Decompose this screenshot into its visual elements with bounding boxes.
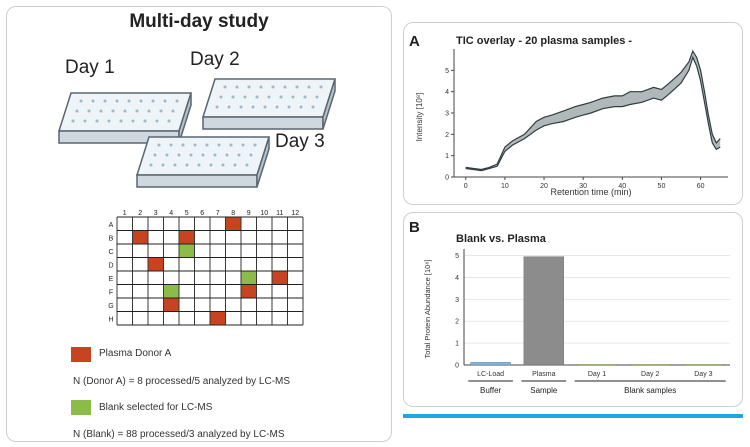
tic-y-tick-label: 2 (445, 132, 449, 139)
day-3-label: Day 3 (275, 131, 325, 152)
blank-legend-label: Blank selected for LC-MS (99, 402, 213, 413)
protein-y-tick-label: 3 (455, 297, 459, 304)
plasma-well (179, 231, 194, 244)
plasma-well (210, 312, 225, 325)
tic-chart: 0 10 20 30 40 50 60 0 1 2 3 4 5 Retention time (min… (415, 49, 728, 197)
tic-y-tick-label: 0 (445, 175, 449, 182)
tic-x-tick-label: 10 (501, 183, 509, 190)
group-label: Sample (530, 386, 558, 395)
blank-count-text: N (Blank) = 88 processed/3 analyzed by L… (73, 429, 285, 440)
panel-a: A TIC overlay - 20 plasma samples - 0 10 2… (403, 22, 743, 205)
grid-column-label: 1 (123, 210, 127, 217)
grid-row-label: B (109, 235, 114, 242)
grid-row-label: C (108, 249, 113, 256)
blank-well (241, 271, 256, 284)
group-label: Buffer (480, 386, 502, 395)
tic-x-tick-label: 30 (579, 183, 587, 190)
study-design-panel: Multi-day study Day 1 Day 2 Day 3 (6, 6, 392, 442)
tic-x-tick-label: 0 (464, 183, 468, 190)
panel-b: B Blank vs. Plasma 0 1 2 3 4 5 LC-Load Plasma D… (403, 212, 743, 407)
tic-y-axis-label: Intensity [10⁸] (415, 93, 424, 142)
protein-y-tick-label: 4 (455, 275, 459, 282)
tic-y-tick-label: 4 (445, 89, 449, 96)
blank-well (179, 244, 194, 257)
grid-column-label: 12 (291, 210, 299, 217)
abundance-bar (523, 256, 564, 366)
grid-column-label: 2 (138, 210, 142, 217)
blank-swatch (71, 400, 91, 415)
grid-row-label: E (109, 276, 114, 283)
group-label: Blank samples (624, 386, 676, 395)
protein-y-tick-label: 5 (455, 253, 459, 260)
blank-vs-plasma-title: Blank vs. Plasma (456, 233, 546, 245)
protein-category-label: Plasma (532, 371, 555, 378)
protein-abundance-chart: 0 1 2 3 4 5 LC-Load Plasma Day 1 Day 2 Day 3 Buff… (423, 249, 730, 395)
protein-category-label: Day 3 (694, 371, 712, 378)
tic-y-tick-label: 5 (445, 68, 449, 75)
tic-x-tick-label: 60 (697, 183, 705, 190)
plate-day-3 (129, 127, 279, 202)
plasma-well (164, 298, 179, 311)
plasma-legend-label: Plasma Donor A (99, 348, 172, 359)
abundance-bar (576, 364, 618, 366)
protein-category-label: Day 2 (641, 371, 659, 378)
grid-column-label: 4 (169, 210, 173, 217)
abundance-bar (470, 362, 511, 366)
plasma-well (133, 231, 148, 244)
tic-x-axis-label: Retention time (min) (550, 187, 631, 197)
protein-y-tick-label: 1 (455, 341, 459, 348)
day-2-label: Day 2 (190, 49, 240, 70)
tic-trace-band (465, 51, 721, 171)
abundance-bar (630, 364, 671, 366)
grid-column-label: 3 (154, 210, 158, 217)
protein-category-label: LC-Load (477, 371, 504, 378)
plate-day-2 (195, 69, 345, 144)
plasma-well (272, 271, 287, 284)
plate-layout-grid: 1 2 3 4 5 6 7 8 9 10 11 12 A B C D E F G H (107, 207, 317, 336)
grid-column-label: 7 (216, 210, 220, 217)
plasma-count-text: N (Donor A) = 8 processed/5 analyzed by … (73, 376, 291, 387)
panel-b-letter: B (409, 219, 420, 236)
blank-well (164, 285, 179, 298)
grid-row-label: D (108, 262, 113, 269)
plate-day-1 (51, 83, 201, 158)
tic-trace (465, 49, 721, 171)
grid-column-label: 6 (200, 210, 204, 217)
tic-x-tick-label: 20 (540, 183, 548, 190)
grid-column-label: 10 (260, 210, 268, 217)
study-title: Multi-day study (129, 11, 269, 32)
tic-x-tick-label: 50 (658, 183, 666, 190)
tic-trace (465, 55, 721, 172)
panel-a-letter: A (409, 33, 420, 50)
grid-column-label: 9 (247, 210, 251, 217)
plasma-well (241, 285, 256, 298)
tic-x-tick-label: 40 (618, 183, 626, 190)
plasma-well (226, 217, 241, 230)
grid-row-label: H (108, 316, 113, 323)
plasma-swatch (71, 347, 91, 362)
accent-divider (403, 414, 743, 418)
tic-y-tick-label: 1 (445, 153, 449, 160)
tic-chart-title: TIC overlay - 20 plasma samples - (456, 35, 633, 47)
protein-y-tick-label: 0 (455, 363, 459, 370)
grid-column-label: 5 (185, 210, 189, 217)
protein-y-axis-label: Total Protein Abundance [10⁸] (423, 259, 432, 358)
plasma-well (148, 258, 163, 271)
abundance-bar (683, 364, 724, 366)
grid-row-label: A (109, 222, 114, 229)
grid-column-label: 8 (231, 210, 235, 217)
tic-y-tick-label: 3 (445, 111, 449, 118)
grid-row-label: F (109, 289, 113, 296)
grid-column-label: 11 (276, 210, 283, 217)
protein-y-tick-label: 2 (455, 319, 459, 326)
protein-category-label: Day 1 (588, 371, 606, 378)
day-1-label: Day 1 (65, 57, 115, 78)
grid-row-label: G (108, 303, 113, 310)
